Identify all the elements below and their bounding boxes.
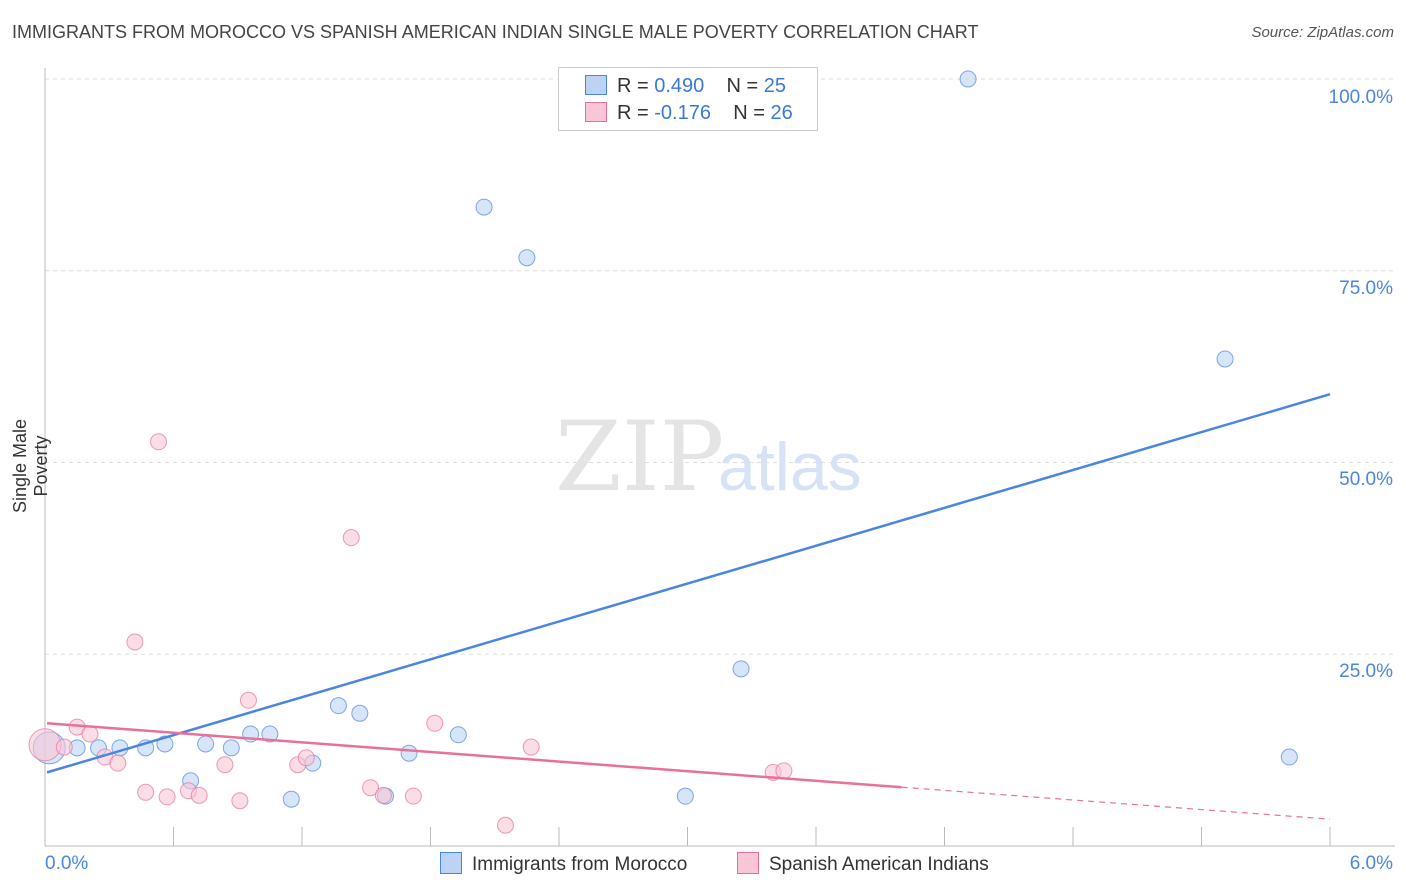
data-point-morocco bbox=[329, 697, 347, 715]
chart-title: IMMIGRANTS FROM MOROCCO VS SPANISH AMERI… bbox=[12, 22, 979, 42]
data-point-morocco bbox=[222, 739, 240, 757]
data-point-spanish-american-indians bbox=[231, 792, 249, 810]
data-point-morocco bbox=[676, 787, 694, 805]
legend-label: Immigrants from Morocco bbox=[472, 854, 688, 875]
data-point-spanish-american-indians bbox=[362, 779, 380, 797]
bottom-legend-morocco: Immigrants from Morocco bbox=[440, 852, 687, 876]
data-point-morocco bbox=[261, 725, 279, 743]
data-point-spanish-american-indians bbox=[496, 816, 514, 834]
legend-swatch bbox=[440, 852, 462, 874]
data-point-spanish-american-indians bbox=[522, 738, 540, 756]
legend-swatch bbox=[737, 852, 759, 874]
data-point-spanish-american-indians bbox=[239, 691, 257, 709]
y-tick-label: 50.0% bbox=[1339, 469, 1393, 490]
data-point-spanish-american-indians bbox=[137, 783, 155, 801]
data-point-morocco bbox=[1280, 748, 1298, 766]
watermark-zip: ZIP bbox=[555, 401, 724, 513]
n-value: 26 bbox=[770, 102, 793, 124]
trend-line-dashed-spanish-american-indians bbox=[901, 786, 1331, 820]
trend-line-morocco bbox=[46, 393, 1331, 774]
y-axis-label: Single Male Poverty bbox=[10, 418, 51, 514]
data-point-morocco bbox=[518, 249, 536, 267]
legend: R = 0.490 N = 25 R = -0.176 N = 26 bbox=[558, 67, 818, 131]
legend-entry-spanish-american-indians: R = -0.176 N = 26 bbox=[585, 102, 793, 125]
data-point-morocco bbox=[732, 660, 750, 678]
data-point-spanish-american-indians bbox=[404, 787, 422, 805]
data-point-spanish-american-indians bbox=[297, 749, 315, 767]
data-point-spanish-american-indians bbox=[158, 788, 176, 806]
n-value: 25 bbox=[763, 75, 787, 97]
y-tick-label: 100.0% bbox=[1328, 87, 1393, 108]
data-point-spanish-american-indians bbox=[190, 786, 208, 804]
data-point-morocco bbox=[400, 744, 418, 762]
trend-line-spanish-american-indians bbox=[46, 722, 902, 789]
legend-swatch bbox=[585, 102, 607, 122]
data-point-spanish-american-indians bbox=[109, 754, 127, 772]
data-point-spanish-american-indians bbox=[426, 714, 444, 732]
bottom-legend-spanish-american-indians: Spanish American Indians bbox=[737, 852, 989, 876]
r-value: 0.490 bbox=[654, 75, 705, 97]
data-point-spanish-american-indians bbox=[126, 633, 144, 651]
data-point-spanish-american-indians bbox=[374, 786, 392, 804]
data-point-spanish-american-indians bbox=[81, 725, 99, 743]
y-tick-label: 75.0% bbox=[1339, 278, 1393, 299]
data-point-spanish-american-indians bbox=[342, 529, 360, 547]
data-point-morocco bbox=[351, 704, 369, 722]
n-label: N = bbox=[726, 75, 764, 97]
r-label: R = bbox=[617, 102, 655, 124]
data-point-spanish-american-indians bbox=[55, 738, 73, 756]
x-tick-label: 0.0% bbox=[45, 853, 89, 874]
x-tick-label: 6.0% bbox=[1349, 853, 1393, 874]
legend-entry-morocco: R = 0.490 N = 25 bbox=[585, 75, 786, 98]
watermark-atlas: atlas bbox=[718, 429, 862, 505]
legend-label: Spanish American Indians bbox=[769, 854, 989, 875]
data-point-morocco bbox=[449, 726, 467, 744]
data-point-spanish-american-indians bbox=[150, 433, 168, 451]
data-point-spanish-american-indians bbox=[775, 762, 793, 780]
data-point-morocco bbox=[959, 70, 977, 88]
r-label: R = bbox=[617, 75, 655, 97]
y-tick-label: 25.0% bbox=[1339, 661, 1393, 682]
n-label: N = bbox=[733, 102, 771, 124]
legend-swatch bbox=[585, 75, 607, 95]
r-value: -0.176 bbox=[654, 102, 711, 124]
data-point-morocco bbox=[475, 198, 493, 216]
data-point-morocco bbox=[282, 790, 300, 808]
data-point-morocco bbox=[197, 735, 215, 753]
data-point-morocco bbox=[1216, 350, 1234, 368]
data-point-spanish-american-indians bbox=[216, 756, 234, 774]
source-label: Source: ZipAtlas.com bbox=[1251, 24, 1394, 41]
